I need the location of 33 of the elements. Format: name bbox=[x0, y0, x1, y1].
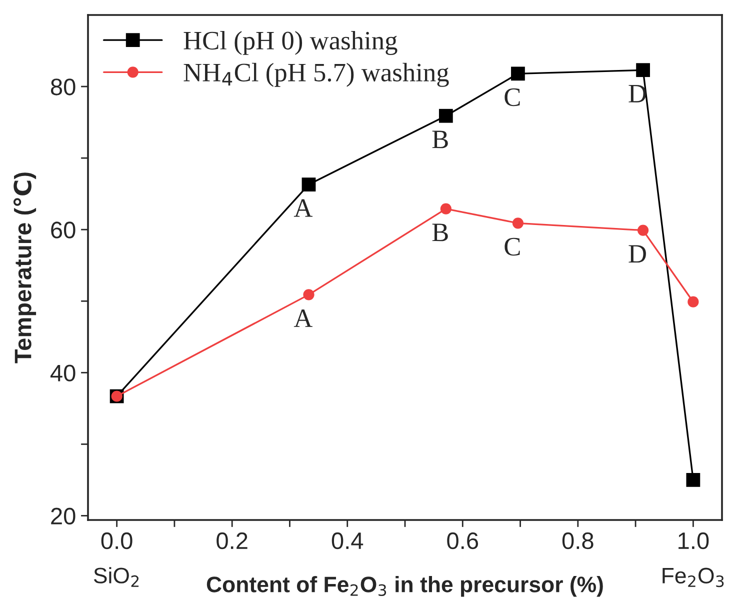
annotation: C bbox=[504, 238, 520, 256]
annotation: D bbox=[628, 245, 646, 263]
legend-label: HCl (pH 0) washing bbox=[184, 30, 398, 55]
x-tick-label: 0.4 bbox=[332, 532, 364, 550]
annotation: A bbox=[294, 199, 313, 217]
y-tick-label: 20 bbox=[51, 508, 76, 524]
x-tick-label: 0.0 bbox=[101, 532, 132, 550]
point bbox=[438, 108, 453, 123]
x-tick-label: 0.6 bbox=[447, 532, 478, 550]
point bbox=[302, 178, 316, 192]
text: Fe$_{2}$O$_{3}$ bbox=[662, 568, 724, 588]
point bbox=[512, 218, 524, 229]
y-axis-title: Temperature (℃) bbox=[13, 172, 36, 364]
point bbox=[636, 63, 650, 78]
y-tick-label: 80 bbox=[50, 78, 76, 96]
x-axis-title: Content of Fe$_{2}$O$_{3}$ in the precursor (%) bbox=[206, 576, 603, 597]
text: SiO$_{2}$ bbox=[94, 567, 139, 587]
x-tick-label: 0.8 bbox=[562, 532, 594, 550]
point bbox=[686, 473, 700, 487]
point bbox=[688, 296, 699, 308]
annotation: B bbox=[432, 130, 448, 148]
annotation: B bbox=[432, 224, 448, 242]
y-tick-label: 60 bbox=[51, 222, 76, 238]
x-tick-label: 0.2 bbox=[216, 532, 248, 550]
annotation: A bbox=[294, 309, 313, 327]
y-tick-label: 40 bbox=[50, 364, 76, 382]
point bbox=[440, 203, 452, 214]
annotation: C bbox=[504, 88, 520, 106]
x-tick-label: 1.0 bbox=[678, 532, 709, 550]
point bbox=[637, 224, 649, 236]
legend-label: NH$_{4}$Cl (pH 5.7) washing bbox=[184, 62, 449, 87]
point bbox=[511, 66, 525, 81]
point bbox=[303, 289, 314, 300]
